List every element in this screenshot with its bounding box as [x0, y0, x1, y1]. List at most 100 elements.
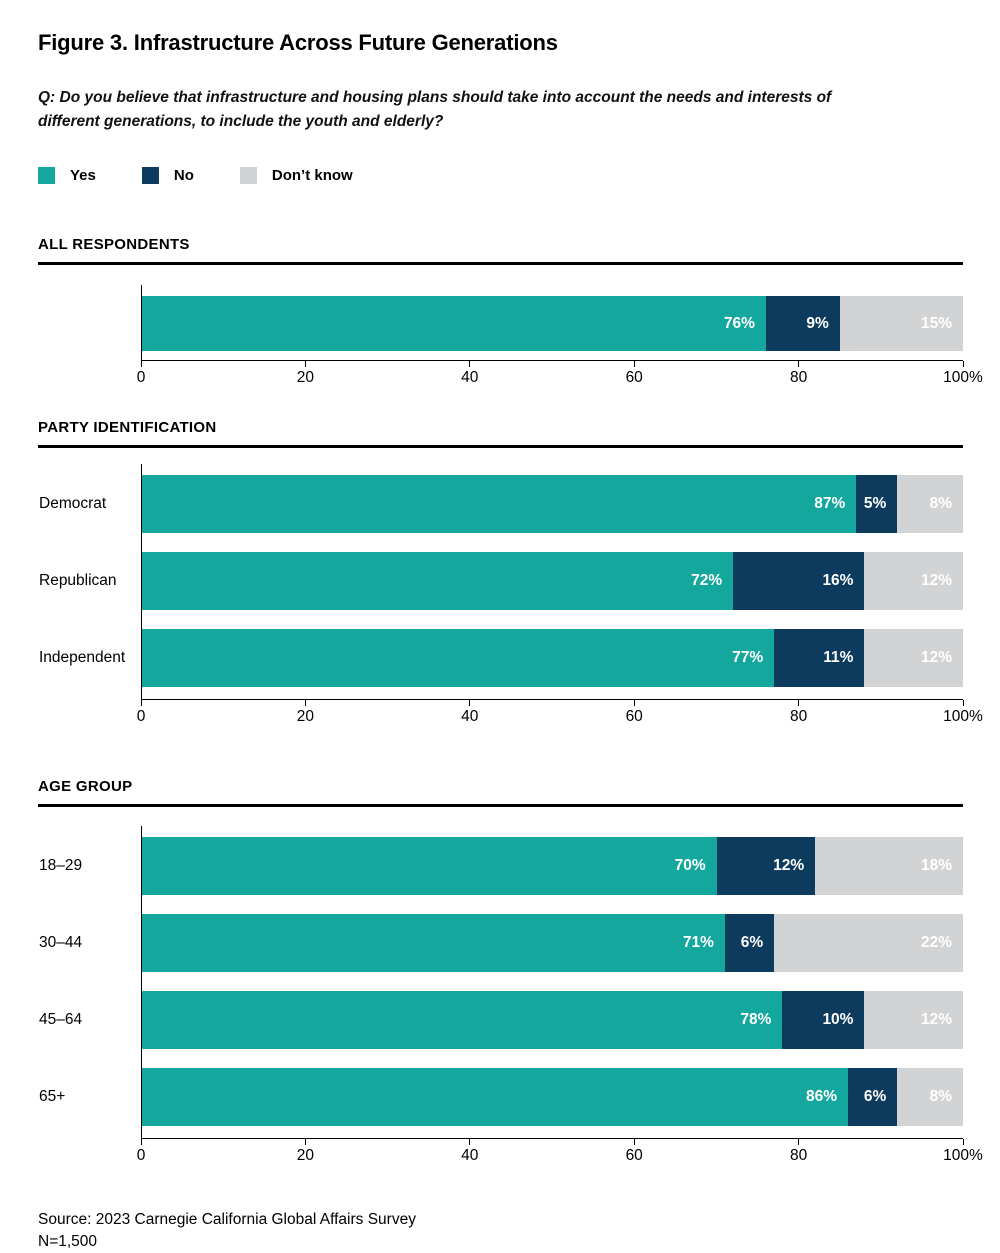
segment-value-label: 15%	[920, 314, 952, 332]
plot-wrap: Democrat 87% 5% 8% Republican 72% 16% 12% Indepe…	[38, 464, 963, 701]
x-axis-ticks: 0 20 40 60 80 100%	[137, 1139, 983, 1171]
axis-tick-mark	[304, 1139, 306, 1146]
axis-tick-mark	[633, 1139, 635, 1146]
segment-value-label: 6%	[863, 1088, 887, 1106]
bar-segment-yes: 71%	[142, 914, 725, 973]
axis-tick-label: 20	[296, 1147, 315, 1165]
axis-tick-label: 100%	[943, 369, 983, 387]
bar-segment-yes: 70%	[142, 837, 717, 896]
axis-tick-label: 0	[136, 1147, 146, 1165]
segment-value-label: 16%	[822, 572, 854, 590]
axis-tick-mark	[633, 700, 635, 707]
bar-row-democrat: Democrat 87% 5% 8%	[39, 475, 963, 534]
segment-value-label: 12%	[920, 1011, 952, 1029]
bar-segment-no: 16%	[733, 552, 865, 611]
row-label-democrat: Democrat	[39, 495, 107, 513]
chart-age-group: 18–29 70% 12% 18% 30–44 71% 6% 22% 45–64 78% 10% 12…	[38, 826, 983, 1171]
row-label-45-64: 45–64	[39, 1011, 83, 1029]
segment-value-label: 11%	[823, 649, 854, 667]
source-block: Source: 2023 Carnegie California Global …	[38, 1209, 963, 1253]
stacked-bar: 76% 9% 15%	[142, 296, 963, 352]
bar-segment-dont-know: 12%	[864, 991, 963, 1050]
bar-segment-dont-know: 12%	[864, 629, 963, 688]
bar-row-45-64: 45–64 78% 10% 12%	[39, 991, 963, 1050]
stacked-bar: 77% 11% 12%	[142, 629, 963, 688]
bar-row-independent: Independent 77% 11% 12%	[39, 629, 963, 688]
bar-segment-yes: 77%	[142, 629, 775, 688]
segment-value-label: 87%	[814, 495, 846, 513]
bar-segment-no: 5%	[856, 475, 898, 534]
axis-tick-label: 20	[296, 708, 315, 726]
stacked-bar: 78% 10% 12%	[142, 991, 963, 1050]
legend-item-no: No	[141, 167, 194, 185]
stacked-bar: 87% 5% 8%	[142, 475, 963, 534]
bar-segment-no: 6%	[724, 914, 775, 973]
axis-tick-mark	[798, 1139, 800, 1146]
axis-tick-label: 40	[461, 369, 479, 387]
axis-tick-mark	[469, 361, 471, 368]
x-axis: 0 20 40 60 80 100%	[38, 700, 983, 732]
row-label-65+: 65+	[39, 1088, 66, 1106]
axis-tick-label: 80	[789, 1147, 808, 1165]
page-title: Figure 3. Infrastructure Across Future G…	[38, 30, 558, 55]
axis-tick-label: 0	[136, 369, 146, 387]
axis-tick-label: 80	[789, 369, 808, 387]
plot-area: 76% 9% 15%	[141, 285, 963, 362]
axis-tick-label: 100%	[943, 708, 983, 726]
axis-tick-label: 60	[625, 708, 643, 726]
segment-value-label: 78%	[740, 1011, 772, 1029]
row-label-independent: Independent	[39, 649, 126, 667]
x-axis: 0 20 40 60 80 100%	[38, 361, 983, 393]
bar-segment-dont-know: 18%	[815, 837, 963, 896]
bar-segment-dont-know: 22%	[774, 914, 963, 973]
row-label-republican: Republican	[39, 572, 117, 590]
x-axis-ticks: 0 20 40 60 80 100%	[137, 700, 983, 732]
plot-area: 18–29 70% 12% 18% 30–44 71% 6% 22% 45–64 78% 10% 12…	[39, 826, 963, 1140]
bar-segment-yes: 78%	[142, 991, 783, 1050]
plot-wrap: 76% 9% 15%	[38, 265, 963, 362]
section-age-group: AGE GROUP 18–29 70% 12% 18% 30–44 71% 6% 22% 45–…	[38, 778, 983, 1171]
segment-value-label: 70%	[674, 857, 706, 875]
segment-value-label: 86%	[806, 1088, 838, 1106]
bar-segment-dont-know: 8%	[897, 475, 963, 534]
bar-segment-no: 9%	[765, 296, 840, 352]
bar-row-65+: 65+ 86% 6% 8%	[39, 1068, 963, 1127]
segment-value-label: 8%	[929, 495, 952, 513]
bar-row-republican: Republican 72% 16% 12%	[39, 552, 963, 611]
row-label-gutter	[38, 265, 141, 361]
row-label-30-44: 30–44	[39, 934, 83, 952]
bar-segment-yes: 72%	[142, 552, 734, 611]
bar-segment-no: 12%	[716, 837, 816, 896]
axis-tick-mark	[469, 700, 471, 707]
section-header-party-identification: PARTY IDENTIFICATION	[38, 419, 963, 449]
axis-tick-mark	[304, 361, 306, 368]
axis-tick-mark	[469, 1139, 471, 1146]
axis-tick-mark	[633, 361, 635, 368]
axis-tick-mark	[962, 361, 964, 368]
section-all-respondents: ALL RESPONDENTS 76% 9% 15% 0 20 40 60 80 100%	[38, 236, 983, 393]
stacked-bar: 70% 12% 18%	[142, 837, 963, 896]
axis-tick-label: 60	[625, 1147, 643, 1165]
stacked-bar: 71% 6% 22%	[142, 914, 963, 973]
survey-question: Q: Do you believe that infrastructure an…	[38, 89, 832, 131]
bar-row-18-29: 18–29 70% 12% 18%	[39, 837, 963, 896]
segment-value-label: 72%	[691, 572, 723, 590]
axis-tick-mark	[304, 700, 306, 707]
axis-tick-mark	[140, 361, 142, 368]
legend-item-yes: Yes	[38, 167, 96, 185]
axis-tick-mark	[140, 700, 142, 707]
bar-segment-yes: 86%	[142, 1068, 849, 1127]
stacked-bar: 86% 6% 8%	[142, 1068, 963, 1127]
row-label-gutter	[38, 361, 141, 393]
segment-value-label: 18%	[920, 857, 952, 875]
axis-tick-label: 100%	[943, 1147, 983, 1165]
segment-value-label: 76%	[723, 314, 755, 332]
axis-tick-label: 80	[789, 708, 808, 726]
bar-row-all: 76% 9% 15%	[142, 296, 963, 352]
legend-item-dont-know: Don’t know	[239, 167, 353, 185]
axis-tick-mark	[798, 700, 800, 707]
row-label-18-29: 18–29	[39, 857, 83, 875]
sample-size: N=1,500	[38, 1233, 98, 1251]
axis-tick-mark	[140, 1139, 142, 1146]
